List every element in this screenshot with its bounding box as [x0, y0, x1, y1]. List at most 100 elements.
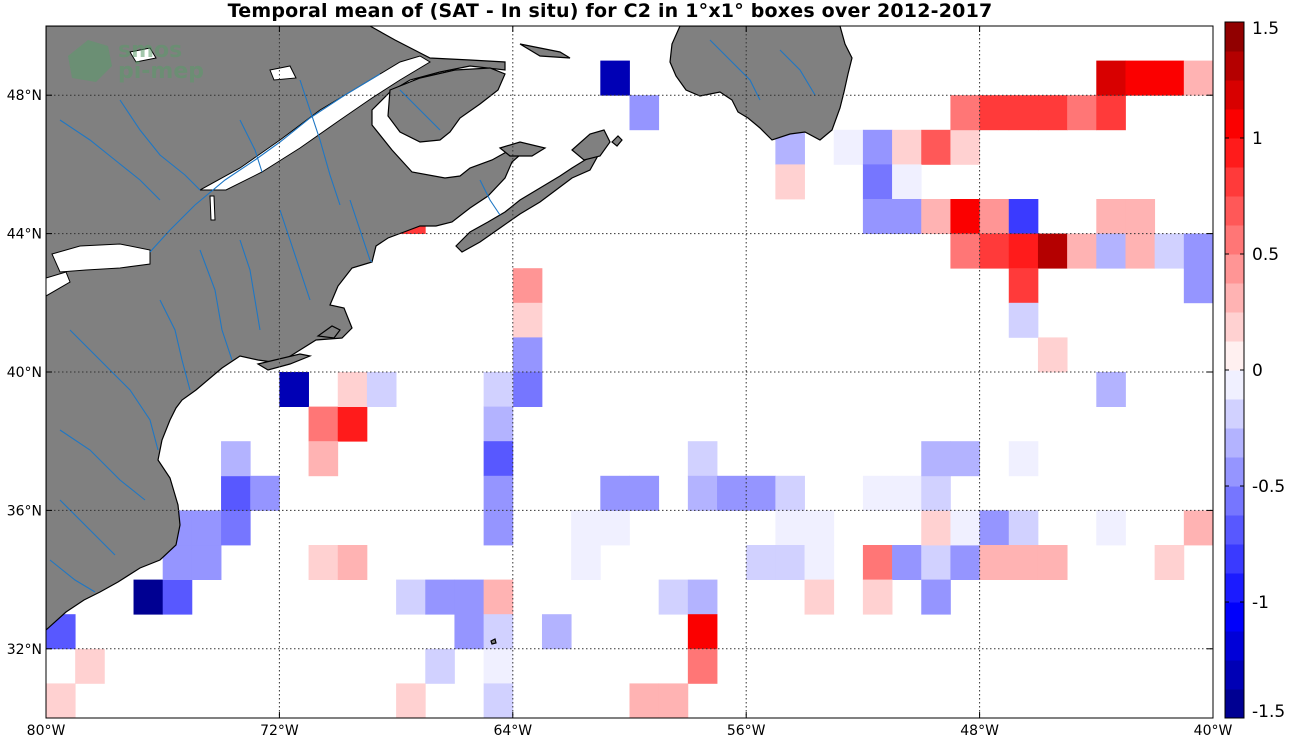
y-tick-label: 36°N — [7, 503, 42, 519]
x-tick-label: 72°W — [260, 723, 299, 738]
colorbar-segment — [1225, 283, 1244, 313]
data-cell — [892, 129, 922, 165]
data-cell — [775, 164, 805, 200]
colorbar-tick-label: -0.5 — [1252, 477, 1285, 497]
data-cell — [775, 475, 805, 511]
y-tick-label: 48°N — [7, 88, 42, 104]
data-cell — [921, 129, 951, 165]
data-cells — [46, 60, 1213, 718]
colorbar-segment — [1225, 225, 1244, 255]
land-bermuda — [490, 638, 497, 645]
colorbar-segment — [1225, 22, 1244, 52]
colorbar-tick-label: -1.5 — [1252, 702, 1285, 722]
data-cell — [600, 510, 630, 546]
data-cell — [979, 510, 1010, 546]
data-cell — [308, 406, 339, 442]
data-cell — [483, 475, 514, 511]
data-cell — [979, 233, 1010, 269]
data-cell — [133, 579, 164, 615]
data-cell — [717, 475, 747, 511]
land-long-island — [256, 353, 313, 371]
colorbar-segment — [1225, 399, 1244, 429]
data-cell — [483, 372, 514, 407]
colorbar-tick-label: 1 — [1252, 129, 1263, 149]
lake-upper — [269, 65, 297, 81]
data-cell — [1154, 60, 1185, 96]
data-cell — [162, 579, 193, 615]
data-cell — [1008, 233, 1039, 269]
data-cell — [221, 441, 251, 477]
colorbar-segment — [1225, 428, 1244, 458]
data-cell — [1008, 510, 1039, 546]
data-cell — [658, 683, 689, 718]
land-cape-breton — [571, 129, 611, 161]
data-cell — [979, 199, 1010, 234]
data-cell — [541, 614, 572, 650]
data-cell — [921, 199, 951, 234]
land-anticosti — [519, 43, 571, 59]
data-cell — [892, 545, 922, 580]
data-cell — [425, 579, 455, 615]
data-cell — [191, 510, 222, 546]
data-cell — [1037, 95, 1068, 131]
data-cell — [221, 475, 251, 511]
land-masses — [46, 26, 853, 645]
data-cell — [308, 545, 339, 580]
data-cell — [1183, 60, 1213, 96]
x-tick-label: 48°W — [960, 723, 999, 738]
data-cell — [1037, 337, 1068, 373]
pi-mep-logo-icon — [68, 40, 112, 82]
data-cell — [746, 545, 776, 580]
data-cell — [921, 545, 951, 580]
data-cell — [979, 95, 1010, 131]
grid-lines — [46, 26, 1213, 718]
data-cell — [862, 199, 893, 234]
colorbar-segment — [1225, 544, 1244, 574]
data-cell — [1125, 199, 1156, 234]
data-cell — [1037, 545, 1068, 580]
data-cell — [775, 545, 805, 580]
data-cell — [862, 475, 893, 511]
lake-erie — [46, 271, 71, 297]
data-cell — [1067, 233, 1097, 269]
rivers — [49, 39, 816, 593]
data-cell — [396, 683, 426, 718]
data-cell — [483, 648, 514, 684]
colorbar-segment — [1225, 341, 1244, 371]
data-cell — [746, 475, 776, 511]
data-cell — [892, 164, 922, 200]
data-cell — [483, 441, 514, 477]
data-cell — [1096, 372, 1126, 407]
colorbar-segment — [1225, 370, 1244, 400]
data-cell — [804, 545, 835, 580]
data-cell — [921, 441, 951, 477]
data-cell — [483, 510, 514, 546]
data-cell — [1037, 233, 1068, 269]
data-cell — [950, 510, 980, 546]
x-tick-label: 64°W — [493, 723, 532, 738]
data-cell — [862, 164, 893, 200]
data-cell — [337, 545, 368, 580]
land-cape-cod — [316, 325, 341, 339]
data-cell — [75, 648, 105, 684]
data-cell — [221, 510, 251, 546]
data-cell — [600, 60, 630, 96]
data-cell — [571, 510, 601, 546]
data-cell — [629, 475, 660, 511]
data-cell — [833, 129, 864, 165]
data-cell — [1008, 441, 1039, 477]
colorbar-segment — [1225, 51, 1244, 81]
data-cell — [512, 302, 543, 338]
data-cell — [1008, 199, 1039, 234]
colorbar-segment — [1225, 312, 1244, 342]
data-cell — [1008, 268, 1039, 304]
data-cell — [804, 510, 835, 546]
data-cell — [571, 545, 601, 580]
lake-ontario — [51, 243, 151, 273]
data-cell — [337, 372, 368, 407]
data-cell — [483, 406, 514, 442]
data-cell — [1125, 60, 1156, 96]
watermark-pi-mep: pi-mep — [118, 59, 204, 84]
data-cell — [687, 648, 718, 684]
data-cell — [979, 545, 1010, 580]
